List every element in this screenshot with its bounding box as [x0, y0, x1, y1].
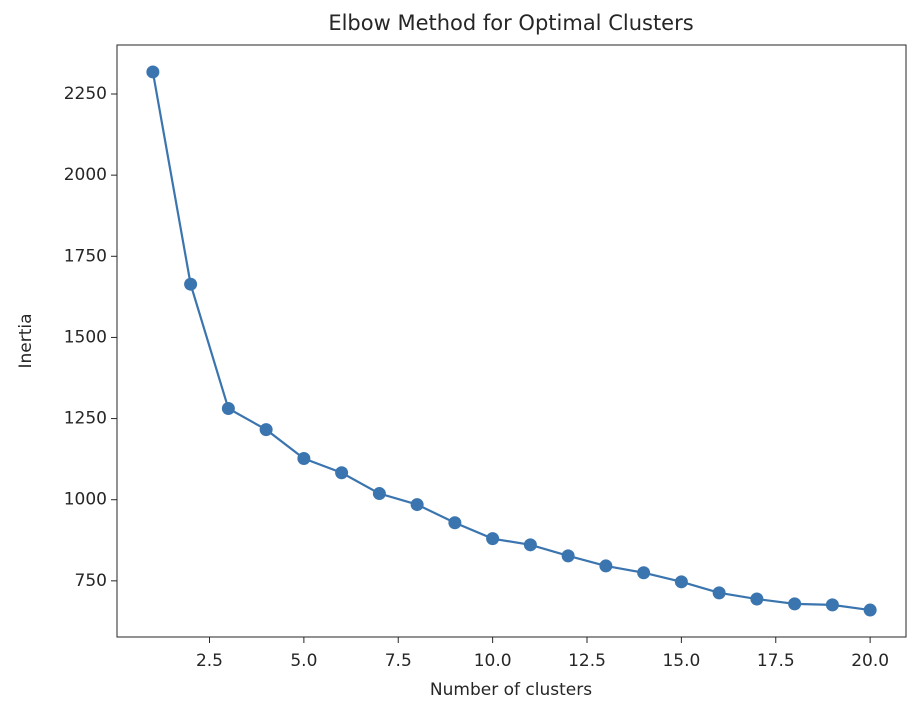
- x-tick-label: 10.0: [474, 651, 512, 671]
- point: [448, 516, 462, 530]
- x-tick-label: 20.0: [851, 651, 889, 671]
- x-tick-label: 15.0: [662, 651, 700, 671]
- point: [750, 592, 764, 606]
- point: [297, 451, 311, 465]
- point: [637, 566, 651, 580]
- point: [599, 559, 613, 573]
- y-tick-label: 1250: [64, 409, 107, 429]
- point: [561, 549, 575, 563]
- point: [523, 538, 537, 552]
- point: [184, 277, 198, 291]
- x-tick-label: 5.0: [290, 651, 317, 671]
- y-tick-label: 2000: [64, 165, 107, 185]
- chart-title: Elbow Method for Optimal Clusters: [328, 11, 693, 35]
- x-tick-label: 17.5: [757, 651, 795, 671]
- point: [335, 466, 349, 480]
- point: [259, 423, 273, 437]
- x-tick-label: 12.5: [568, 651, 606, 671]
- y-tick-label: 1500: [64, 327, 107, 347]
- y-tick-label: 750: [75, 571, 107, 591]
- point: [674, 575, 688, 589]
- x-tick-label: 2.5: [196, 651, 223, 671]
- y-tick-label: 2250: [64, 84, 107, 104]
- line-series: [151, 71, 871, 612]
- x-tick-label: 7.5: [385, 651, 412, 671]
- plot-frame: [116, 44, 907, 638]
- point: [788, 597, 802, 611]
- y-tick-label: 1000: [64, 490, 107, 510]
- point: [221, 402, 235, 416]
- point: [410, 498, 424, 512]
- point: [146, 65, 160, 79]
- x-axis-label: Number of clusters: [430, 680, 592, 700]
- point: [486, 532, 500, 546]
- y-axis-label: Inertia: [16, 313, 36, 368]
- point: [372, 487, 386, 501]
- point: [712, 586, 726, 600]
- point: [863, 603, 877, 617]
- y-tick-label: 1750: [64, 246, 107, 266]
- point: [825, 598, 839, 612]
